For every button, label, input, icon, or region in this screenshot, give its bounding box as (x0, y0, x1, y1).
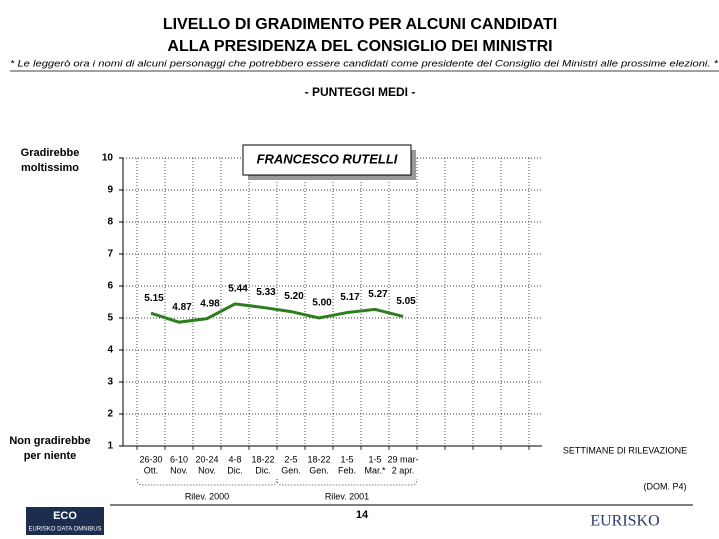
x-tick-label: Gen. (309, 465, 329, 475)
y-tick-label: 3 (107, 377, 113, 388)
logo-left-sub: EURISKO DATA OMNIBUS (28, 527, 101, 533)
x-tick-label: Mar.* (364, 465, 386, 475)
x-tick-label: 1-5 (368, 454, 381, 464)
page-number: 14 (356, 509, 369, 521)
logo-box (26, 507, 104, 535)
value-label: 5.17 (340, 292, 360, 303)
group-label: Rilev. 2000 (185, 491, 229, 501)
series-line (150, 302, 404, 324)
x-tick-label: 26-30 (139, 454, 162, 464)
title-line: LIVELLO DI GRADIMENTO PER ALCUNI CANDIDA… (163, 16, 557, 33)
logo-left: ECO (53, 510, 77, 522)
x-tick-label: 29 mar- (387, 454, 418, 464)
y-bottom-label: per niente (24, 450, 77, 462)
x-tick-label: Nov. (170, 465, 188, 475)
legend-box (242, 144, 412, 176)
y-tick-label: 10 (102, 153, 114, 164)
y-bottom-label: Non gradirebbe (9, 435, 90, 447)
x-tick-label: 2-5 (284, 454, 297, 464)
subtitle: - PUNTEGGI MEDI - (305, 85, 416, 99)
y-tick-label: 6 (107, 281, 113, 292)
source: (DOM. P4) (643, 481, 686, 491)
x-tick-label: Ott. (144, 465, 159, 475)
x-tick-label: 2 apr. (392, 465, 415, 475)
y-top-label: Gradirebbe (21, 147, 80, 159)
y-tick-label: 2 (107, 409, 113, 420)
value-label: 4.87 (172, 302, 192, 313)
group-bracket (136, 478, 278, 486)
x-tick-label: 1-5 (340, 454, 353, 464)
value-label: 5.27 (368, 289, 388, 300)
x-tick-label: 20-24 (195, 454, 218, 464)
group-bracket (276, 478, 418, 486)
y-tick-label: 7 (107, 249, 113, 260)
x-tick-label: 4-8 (228, 454, 241, 464)
x-tick-label: Dic. (227, 465, 243, 475)
group-label: Rilev. 2001 (325, 491, 369, 501)
value-label: 4.98 (200, 298, 220, 309)
x-tick-label: Nov. (198, 465, 216, 475)
x-tick-label: Feb. (338, 465, 356, 475)
x-tick-label: 6-10 (170, 454, 188, 464)
x-tick-label: 18-22 (251, 454, 274, 464)
y-tick-label: 9 (107, 185, 113, 196)
y-tick-label: 4 (107, 345, 113, 356)
x-tick-label: Gen. (281, 465, 301, 475)
value-label: 5.20 (284, 291, 304, 302)
y-tick-label: 8 (107, 217, 113, 228)
y-tick-label: 5 (107, 313, 113, 324)
value-label: 5.00 (312, 298, 332, 309)
value-label: 5.15 (144, 293, 164, 304)
x-tick-label: Dic. (255, 465, 271, 475)
legend-label: FRANCESCO RUTELLI (257, 151, 398, 166)
value-label: 5.05 (396, 296, 416, 307)
value-label: 5.44 (228, 284, 248, 295)
x-axis-label: SETTIMANE DI RILEVAZIONE (563, 445, 687, 455)
title-line: ALLA PRESIDENZA DEL CONSIGLIO DEI MINIST… (167, 38, 552, 55)
x-tick-label: 18-22 (307, 454, 330, 464)
note: * Le leggerò ora i nomi di alcuni person… (10, 58, 719, 68)
y-top-label: moltissimo (21, 162, 79, 174)
value-label: 5.33 (256, 287, 276, 298)
logo-right: EURISKO (590, 513, 659, 530)
y-tick-label: 1 (107, 441, 113, 452)
